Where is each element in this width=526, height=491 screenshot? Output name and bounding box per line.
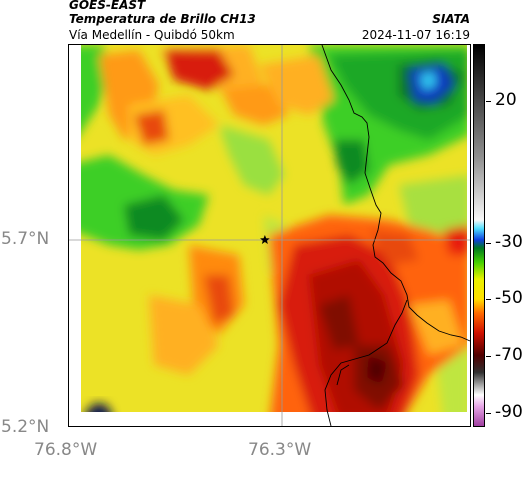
latitude-label: 5.7°N: [1, 229, 50, 249]
brightness-temperature-map[interactable]: [68, 44, 471, 427]
colorbar-tick-label: -30: [495, 231, 523, 252]
product-title: Temperatura de Brillo CH13: [69, 12, 256, 26]
colorbar-tick: [486, 100, 491, 102]
border-line: [336, 364, 350, 386]
colorbar-tick: [486, 299, 491, 301]
datetime-label: 2024-11-07 16:19: [361, 28, 470, 42]
no-data-strip-left: [69, 45, 81, 426]
colorbar-tick: [486, 356, 491, 358]
colorbar-tick-label: -90: [495, 401, 523, 422]
satellite-name: GOES-EAST: [69, 0, 146, 12]
colorbar-tick-label: -70: [495, 345, 523, 366]
no-data-strip-right: [467, 45, 470, 426]
colorbar-tick-label: 20: [495, 89, 517, 110]
colorbar: [473, 44, 485, 427]
longitude-label: 76.8°W: [34, 440, 98, 460]
colorbar-tick-label: -50: [495, 288, 523, 309]
coastline-border: [321, 45, 470, 342]
organization-label: SIATA: [432, 12, 470, 26]
longitude-label: 76.3°W: [248, 440, 312, 460]
no-data-strip-bottom: [69, 412, 470, 426]
latitude-label: 5.2°N: [1, 417, 50, 437]
star-icon: [260, 235, 270, 244]
temperature-field: [69, 45, 470, 426]
river-line: [324, 299, 408, 426]
colorbar-tick: [486, 242, 491, 244]
colorbar-tick: [486, 412, 491, 414]
region-label: Vía Medellín - Quibdó 50km: [69, 28, 235, 42]
